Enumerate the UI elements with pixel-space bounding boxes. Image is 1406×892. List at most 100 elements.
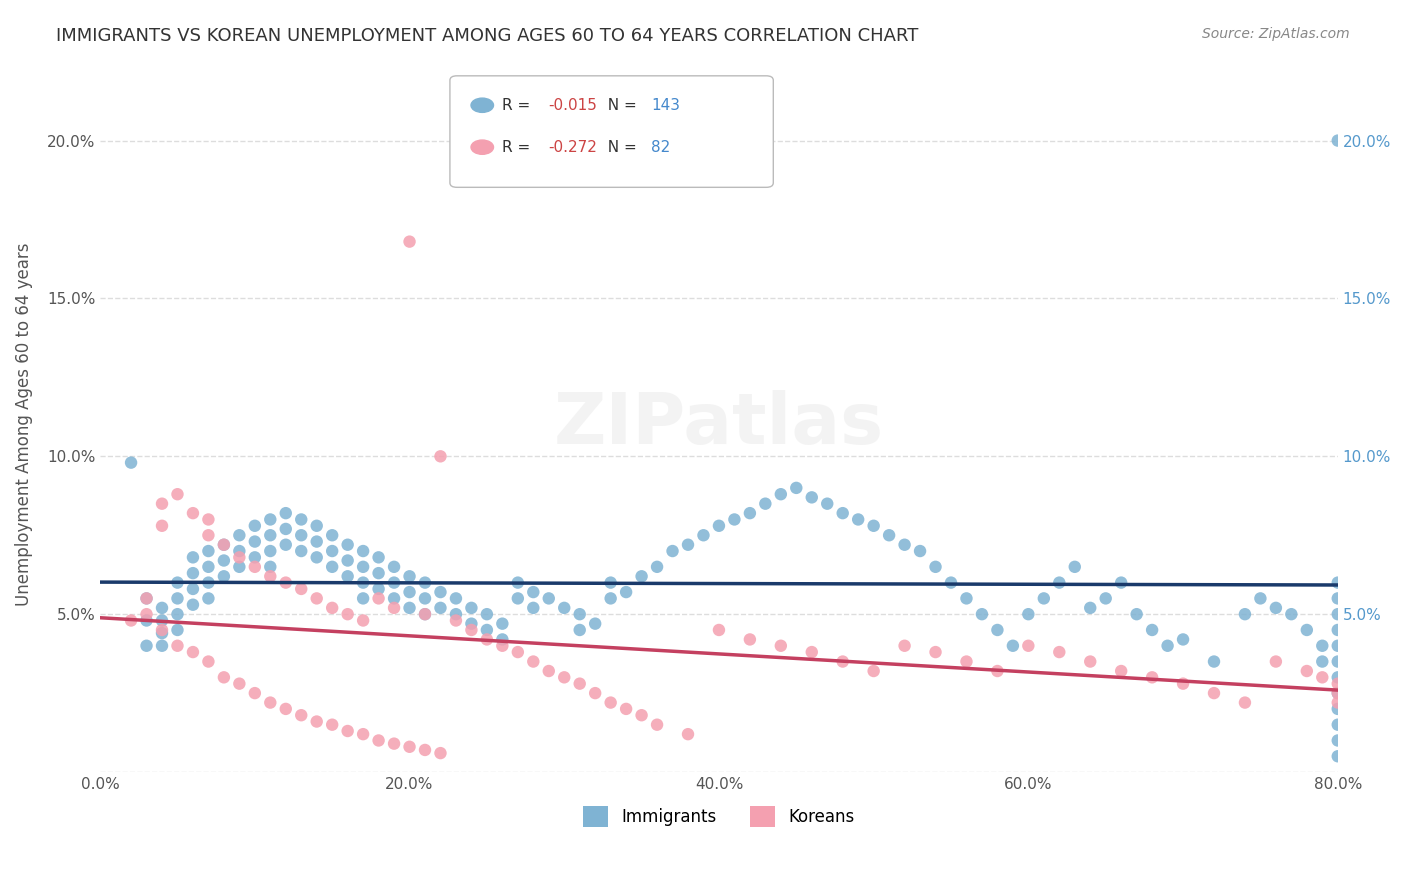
Point — [986, 623, 1008, 637]
Point — [475, 632, 498, 647]
Point — [120, 456, 142, 470]
Point — [1326, 696, 1348, 710]
Point — [1017, 639, 1039, 653]
Point — [707, 623, 730, 637]
Point — [135, 591, 157, 606]
Point — [274, 506, 297, 520]
Point — [413, 607, 436, 622]
Point — [1310, 639, 1333, 653]
Point — [367, 733, 389, 747]
Text: Source: ZipAtlas.com: Source: ZipAtlas.com — [1202, 27, 1350, 41]
Point — [382, 600, 405, 615]
Y-axis label: Unemployment Among Ages 60 to 64 years: Unemployment Among Ages 60 to 64 years — [15, 243, 32, 607]
Point — [568, 676, 591, 690]
Point — [1202, 686, 1225, 700]
Point — [537, 664, 560, 678]
Point — [243, 559, 266, 574]
Point — [1326, 670, 1348, 684]
Point — [197, 575, 219, 590]
Point — [150, 639, 173, 653]
Point — [1326, 591, 1348, 606]
Point — [274, 522, 297, 536]
Point — [1310, 670, 1333, 684]
Point — [1295, 623, 1317, 637]
Point — [197, 559, 219, 574]
Point — [1326, 676, 1348, 690]
Point — [815, 497, 838, 511]
Point — [135, 639, 157, 653]
Point — [769, 487, 792, 501]
Point — [506, 645, 529, 659]
Point — [150, 626, 173, 640]
Point — [491, 616, 513, 631]
Point — [583, 686, 606, 700]
Point — [862, 518, 884, 533]
Point — [1249, 591, 1271, 606]
Point — [1125, 607, 1147, 622]
Point — [1233, 607, 1256, 622]
Point — [1326, 686, 1348, 700]
Point — [181, 550, 204, 565]
Point — [506, 591, 529, 606]
Point — [1326, 717, 1348, 731]
Point — [831, 506, 853, 520]
Point — [444, 607, 467, 622]
Point — [522, 600, 544, 615]
Point — [800, 491, 823, 505]
Point — [166, 639, 188, 653]
Point — [1326, 702, 1348, 716]
Point — [352, 727, 374, 741]
Point — [212, 538, 235, 552]
Point — [893, 639, 915, 653]
Point — [614, 585, 637, 599]
Point — [197, 655, 219, 669]
Point — [243, 534, 266, 549]
Point — [305, 591, 328, 606]
Point — [645, 559, 668, 574]
Point — [398, 739, 420, 754]
Point — [614, 702, 637, 716]
Point — [197, 591, 219, 606]
Point — [321, 600, 343, 615]
Point — [1109, 575, 1132, 590]
Text: R =: R = — [502, 98, 536, 112]
Point — [1326, 134, 1348, 148]
Point — [166, 623, 188, 637]
Point — [150, 497, 173, 511]
Point — [986, 664, 1008, 678]
Point — [135, 591, 157, 606]
Point — [321, 559, 343, 574]
Point — [738, 506, 761, 520]
Point — [259, 696, 281, 710]
Point — [321, 528, 343, 542]
Point — [1326, 686, 1348, 700]
Point — [398, 600, 420, 615]
Point — [243, 550, 266, 565]
Point — [352, 544, 374, 558]
Point — [877, 528, 900, 542]
Point — [429, 450, 451, 464]
Point — [398, 235, 420, 249]
Legend: Immigrants, Koreans: Immigrants, Koreans — [576, 799, 862, 833]
Point — [1063, 559, 1085, 574]
Point — [413, 591, 436, 606]
Point — [1047, 645, 1070, 659]
Text: N =: N = — [598, 140, 641, 154]
Point — [290, 544, 312, 558]
Point — [336, 607, 359, 622]
Point — [1156, 639, 1178, 653]
Point — [413, 743, 436, 757]
Point — [1171, 632, 1194, 647]
Point — [212, 670, 235, 684]
Point — [382, 575, 405, 590]
Text: ZIPatlas: ZIPatlas — [554, 390, 884, 459]
Point — [1017, 607, 1039, 622]
Point — [352, 614, 374, 628]
Text: R =: R = — [502, 140, 536, 154]
Point — [290, 708, 312, 723]
Point — [135, 614, 157, 628]
Point — [568, 607, 591, 622]
Point — [1310, 655, 1333, 669]
Point — [506, 575, 529, 590]
Point — [166, 591, 188, 606]
